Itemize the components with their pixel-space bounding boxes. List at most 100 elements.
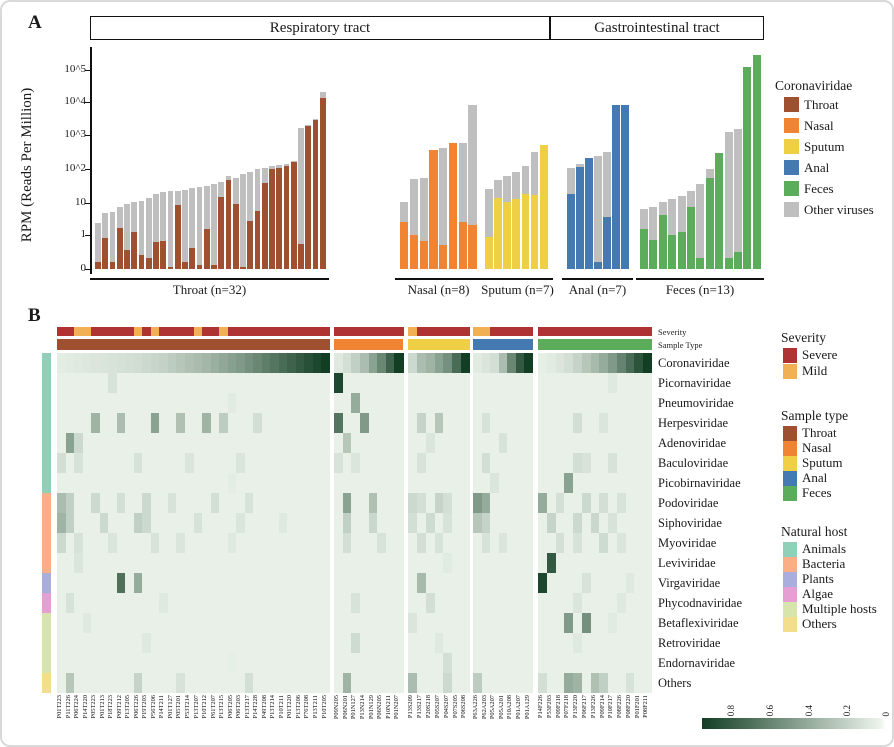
heatmap-cell <box>210 613 220 633</box>
heatmap-cell <box>490 373 500 393</box>
heatmap-cell <box>507 373 517 393</box>
heatmap-cell <box>524 593 534 613</box>
heatmap-cell <box>351 493 361 513</box>
heatmap-cell <box>261 413 271 433</box>
bar-other-viruses <box>733 129 742 269</box>
heatmap-cell <box>564 573 574 593</box>
heatmap-cell <box>473 533 483 553</box>
heatmap-cell <box>408 473 418 493</box>
heatmap-column-label: P06T205 <box>227 695 236 745</box>
heatmap-cell <box>219 553 229 573</box>
heatmap-cell <box>116 613 126 633</box>
heatmap-cell <box>261 613 271 633</box>
heatmap-cell <box>304 353 314 373</box>
bar-coronaviridae <box>567 193 575 269</box>
heatmap-cell <box>634 393 644 413</box>
natural-host-sidebar-animals <box>42 353 51 493</box>
heatmap-cell <box>368 593 378 613</box>
heatmap-cell <box>351 573 361 593</box>
colorbar-tick-label: 0.4 <box>804 691 814 716</box>
heatmap-cell <box>461 413 471 433</box>
bar-coronaviridae <box>232 204 239 269</box>
heatmap-cell <box>65 553 75 573</box>
y-axis-tick-mark <box>85 102 90 104</box>
bar-other-viruses <box>594 155 602 269</box>
heatmap-cell <box>359 653 369 673</box>
heatmap-cell <box>590 353 600 373</box>
heatmap-cell <box>394 613 404 633</box>
heatmap-cell <box>443 393 453 413</box>
heatmap-cell <box>202 653 212 673</box>
heatmap-cell <box>193 393 203 413</box>
heatmap-cell <box>312 393 322 413</box>
heatmap-column-label: P05A201 <box>498 695 507 745</box>
heatmap-column-label: P09F218 <box>555 695 564 745</box>
heatmap-cell <box>507 633 517 653</box>
heatmap-cell <box>359 633 369 653</box>
heatmap-cell <box>564 453 574 473</box>
heatmap-cell <box>394 533 404 553</box>
heatmap-cell <box>74 513 84 533</box>
heatmap-cell <box>581 633 592 653</box>
heatmap-column-label: P06S208 <box>460 695 469 745</box>
heatmap-cell <box>65 493 75 513</box>
heatmap-cell <box>461 673 471 693</box>
heatmap-cell <box>473 433 483 453</box>
heatmap-cell <box>176 473 186 493</box>
heatmap-cell <box>82 493 92 513</box>
heatmap-cell <box>634 493 644 513</box>
heatmap-cell <box>150 373 160 393</box>
heatmap-cell <box>176 533 186 553</box>
heatmap-cell <box>295 413 305 433</box>
heatmap-cell <box>116 353 126 373</box>
heatmap-cell <box>394 633 404 653</box>
heatmap-cell <box>461 613 471 633</box>
heatmap-cell <box>184 653 194 673</box>
heatmap-cell <box>481 653 491 673</box>
heatmap-cell <box>538 673 548 693</box>
heatmap-cell <box>57 633 67 653</box>
severity-annotation-cell <box>278 327 288 336</box>
heatmap-cell <box>616 653 627 673</box>
legend-item-label: Anal <box>802 470 828 485</box>
heatmap-cell <box>91 393 101 413</box>
heatmap-cell <box>555 433 565 453</box>
heatmap-cell <box>573 473 583 493</box>
heatmap-cell <box>287 533 297 553</box>
heatmap-cell <box>555 533 565 553</box>
heatmap-cell <box>616 473 627 493</box>
heatmap-cell <box>443 373 453 393</box>
heatmap-column-label: P04S207 <box>442 695 451 745</box>
heatmap-cell <box>116 513 126 533</box>
heatmap-cell <box>434 533 444 553</box>
heatmap-cell <box>625 453 635 473</box>
heatmap-cell <box>334 573 344 593</box>
heatmap-cell <box>599 613 609 633</box>
heatmap-cell <box>133 493 143 513</box>
bar-coronaviridae <box>576 167 584 269</box>
heatmap-cell <box>108 473 118 493</box>
heatmap-column-label: P13S217 <box>416 695 425 745</box>
heatmap-cell <box>608 613 618 633</box>
column-label-text: P07S205 <box>451 695 459 719</box>
heatmap-row-label: Siphoviridae <box>658 516 722 530</box>
heatmap-cell <box>99 533 109 553</box>
heatmap-cell <box>524 513 534 533</box>
heatmap-cell <box>385 633 395 653</box>
bar-coronaviridae <box>621 104 629 269</box>
heatmap-cell <box>210 533 220 553</box>
x-axis-group-label: Anal (n=7) <box>568 282 627 297</box>
heatmap-cell <box>385 433 395 453</box>
heatmap-cell <box>261 353 271 373</box>
heatmap-cell <box>498 373 508 393</box>
heatmap-cell <box>304 473 314 493</box>
heatmap-cell <box>416 453 427 473</box>
heatmap-cell <box>270 433 280 453</box>
bar-coronaviridae <box>668 235 677 269</box>
heatmap-column-label: P13T207 <box>193 695 202 745</box>
heatmap-cell <box>150 593 160 613</box>
heatmap-cell <box>159 393 169 413</box>
heatmap-cell <box>108 613 118 633</box>
heatmap-column-label: P63A226 <box>472 695 481 745</box>
heatmap-cell <box>321 373 331 393</box>
